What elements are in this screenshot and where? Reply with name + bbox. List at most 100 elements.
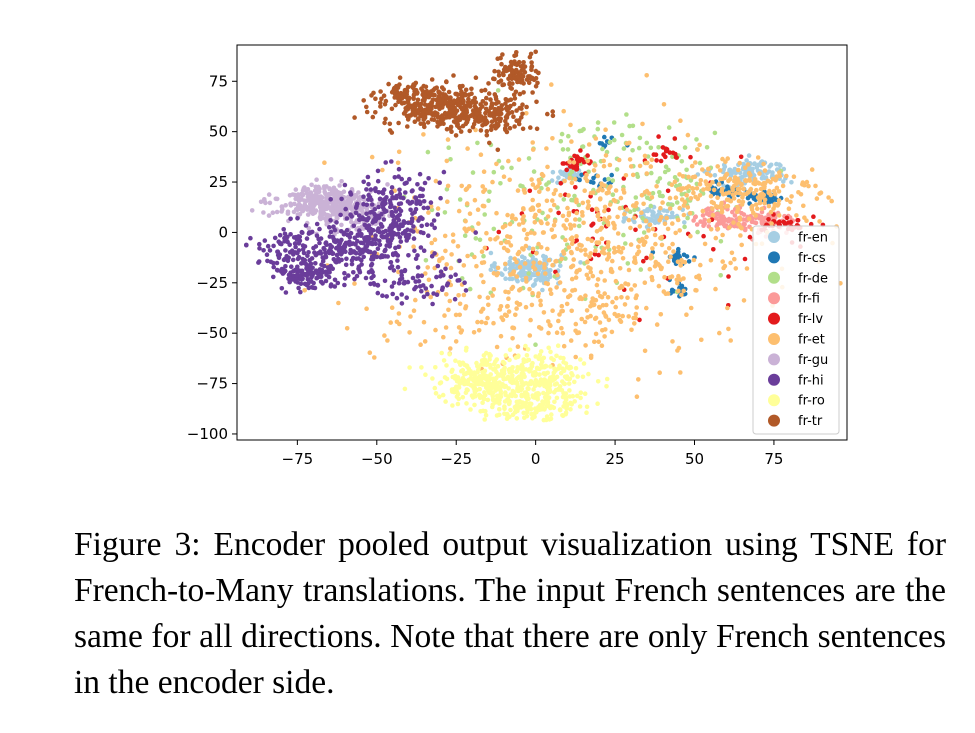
point-fr-en xyxy=(538,278,543,283)
point-fr-et xyxy=(514,274,520,279)
legend-marker-fr-lv xyxy=(768,312,780,325)
point-fr-fi xyxy=(726,218,731,224)
point-fr-lv xyxy=(527,188,533,194)
point-fr-tr xyxy=(378,100,383,106)
point-fr-tr xyxy=(451,73,456,78)
point-fr-et xyxy=(396,311,402,316)
point-fr-hi xyxy=(283,268,288,274)
point-fr-hi xyxy=(371,281,377,286)
point-fr-gu xyxy=(330,212,336,217)
point-fr-lv xyxy=(592,252,598,257)
point-fr-et xyxy=(625,295,630,301)
point-fr-hi xyxy=(274,260,280,266)
point-fr-et xyxy=(746,216,752,221)
point-fr-gu xyxy=(274,209,280,215)
point-fr-en xyxy=(578,260,583,265)
point-fr-hi xyxy=(403,190,408,195)
point-fr-hi xyxy=(288,216,293,222)
point-fr-tr xyxy=(513,67,519,73)
point-fr-et xyxy=(677,172,682,177)
point-fr-tr xyxy=(521,90,526,95)
point-fr-et xyxy=(568,264,574,270)
point-fr-et xyxy=(477,294,482,300)
point-fr-et xyxy=(633,311,639,317)
point-fr-en xyxy=(547,272,553,277)
point-fr-lv xyxy=(653,152,659,157)
point-fr-tr xyxy=(460,123,466,129)
point-fr-gu xyxy=(312,193,318,198)
point-fr-et xyxy=(664,215,669,221)
point-fr-hi xyxy=(328,218,333,223)
point-fr-ro xyxy=(480,369,485,375)
point-fr-ro xyxy=(563,397,569,403)
point-fr-ro xyxy=(580,374,586,380)
point-fr-hi xyxy=(271,264,277,270)
point-fr-et xyxy=(689,163,695,169)
point-fr-de xyxy=(498,181,503,186)
point-fr-cs xyxy=(669,287,675,293)
point-fr-et xyxy=(695,147,700,152)
point-fr-et xyxy=(482,245,488,251)
point-fr-et xyxy=(669,182,675,187)
point-fr-et xyxy=(678,118,683,123)
legend-marker-fr-de xyxy=(768,271,780,284)
point-fr-et xyxy=(636,377,641,382)
point-fr-et xyxy=(640,121,645,127)
point-fr-ro xyxy=(561,368,567,374)
point-fr-hi xyxy=(349,258,355,263)
point-fr-ro xyxy=(441,358,447,363)
point-fr-et xyxy=(474,263,479,269)
point-fr-et xyxy=(789,194,794,199)
point-fr-ro xyxy=(464,401,469,406)
point-fr-et xyxy=(566,245,572,250)
point-fr-tr xyxy=(488,97,493,102)
point-fr-hi xyxy=(383,228,389,234)
point-fr-hi xyxy=(405,199,411,204)
point-fr-hi xyxy=(426,176,431,181)
point-fr-tr xyxy=(446,114,452,120)
point-fr-et xyxy=(660,200,665,205)
point-fr-hi xyxy=(389,159,394,164)
point-fr-et xyxy=(670,221,675,226)
point-fr-et xyxy=(678,277,683,283)
point-fr-tr xyxy=(431,92,436,98)
point-fr-gu xyxy=(312,188,318,193)
point-fr-hi xyxy=(300,230,305,235)
point-fr-gu xyxy=(295,212,301,217)
point-fr-hi xyxy=(335,280,341,286)
point-fr-gu xyxy=(328,177,334,182)
point-fr-ro xyxy=(519,380,525,386)
point-fr-de xyxy=(673,183,679,189)
point-fr-et xyxy=(595,173,601,179)
point-fr-de xyxy=(662,169,668,175)
point-fr-et xyxy=(585,259,590,265)
point-fr-ro xyxy=(512,409,518,415)
point-fr-et xyxy=(494,210,499,216)
point-fr-tr xyxy=(500,70,506,76)
point-fr-et xyxy=(407,330,412,335)
point-fr-hi xyxy=(424,222,430,227)
point-fr-tr xyxy=(535,80,540,86)
point-fr-et xyxy=(691,190,696,196)
point-fr-de xyxy=(473,236,479,241)
point-fr-et xyxy=(796,190,801,195)
point-fr-hi xyxy=(277,232,283,238)
point-fr-ro xyxy=(464,370,470,376)
point-fr-et xyxy=(464,201,470,206)
point-fr-en xyxy=(530,272,536,278)
point-fr-ro xyxy=(550,374,556,379)
point-fr-hi xyxy=(389,264,395,269)
point-fr-gu xyxy=(300,208,306,214)
point-fr-et xyxy=(593,163,598,168)
x-tick-label: 0 xyxy=(531,450,541,468)
point-fr-et xyxy=(606,251,611,257)
point-fr-et xyxy=(642,280,648,286)
point-fr-de xyxy=(577,128,582,134)
point-fr-hi xyxy=(348,212,353,218)
point-fr-tr xyxy=(382,101,388,107)
point-fr-et xyxy=(532,266,538,272)
point-fr-et xyxy=(676,288,681,294)
point-fr-hi xyxy=(398,201,404,206)
point-fr-de xyxy=(563,256,568,261)
point-fr-ro xyxy=(531,387,536,392)
